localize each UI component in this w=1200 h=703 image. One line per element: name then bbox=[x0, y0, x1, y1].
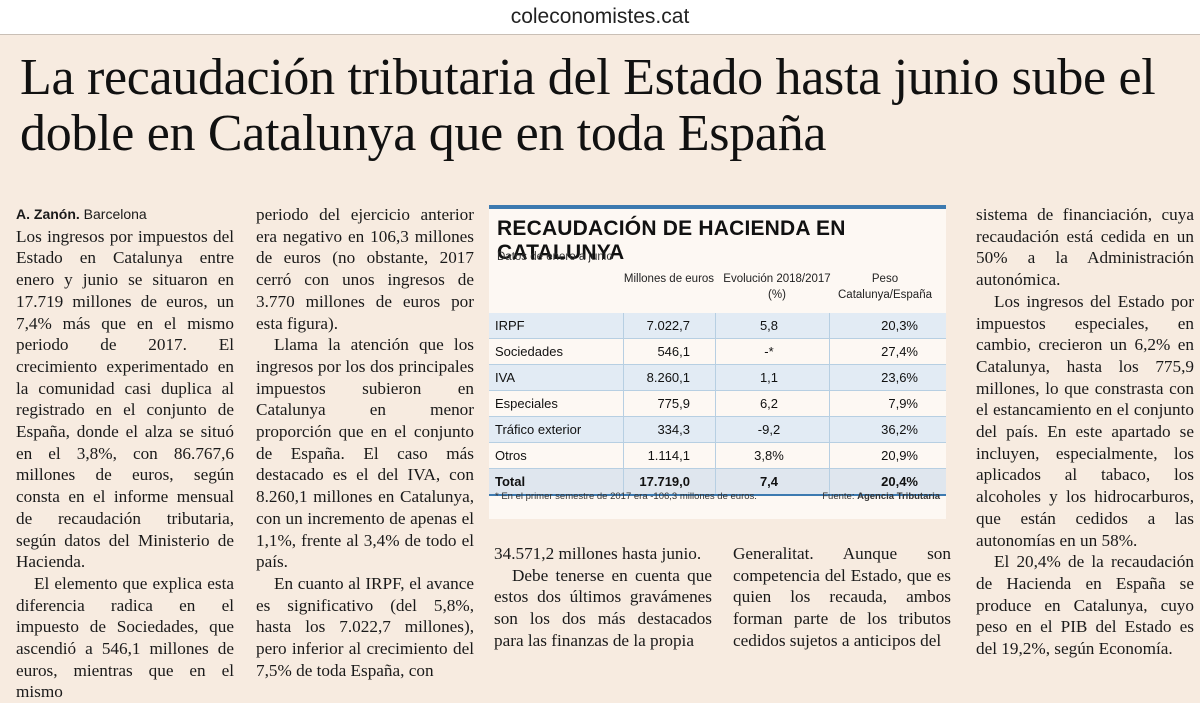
article-column-4: Generalitat. Aunque son competencia del … bbox=[733, 543, 951, 652]
data-table-box: RECAUDACIÓN DE HACIENDA EN CATALUNYA Dat… bbox=[489, 205, 946, 519]
article-column-3: 34.571,2 millones hasta junio. Debe tene… bbox=[494, 543, 712, 652]
table-row: Otros 1.114,1 3,8% 20,9% bbox=[489, 443, 946, 469]
row-name: Sociedades bbox=[495, 344, 563, 359]
table-footnote: * En el primer semestre de 2017 era -106… bbox=[495, 491, 757, 502]
row-peso: 36,2% bbox=[881, 422, 918, 437]
table-row: Sociedades 546,1 -* 27,4% bbox=[489, 339, 946, 365]
article-column-1: A. Zanón. Barcelona Los ingresos por imp… bbox=[16, 204, 234, 703]
row-evolucion: 7,4 bbox=[759, 474, 779, 489]
paragraph: Los ingresos por impuestos del Estado en… bbox=[16, 226, 234, 572]
row-name: IVA bbox=[495, 370, 515, 385]
row-millones: 7.022,7 bbox=[646, 318, 690, 333]
row-millones: 1.114,1 bbox=[647, 448, 690, 463]
row-name: Total bbox=[495, 474, 526, 489]
header-peso: Peso Catalunya/España bbox=[838, 273, 932, 301]
row-millones: 17.719,0 bbox=[639, 474, 690, 489]
paragraph: periodo del ejercicio anterior era negat… bbox=[256, 205, 474, 333]
article-column-5: sistema de financiación, cuya recaudació… bbox=[976, 204, 1194, 660]
source-name: Agencia Tributaria bbox=[857, 491, 940, 502]
paragraph: El elemento que explica esta diferencia … bbox=[16, 573, 234, 702]
paragraph: sistema de financiación, cuya recaudació… bbox=[976, 205, 1194, 290]
paragraph: En cuanto al IRPF, el avance es signific… bbox=[256, 573, 474, 680]
paragraph: Los ingresos del Estado por impuestos es… bbox=[976, 291, 1194, 550]
row-evolucion: 5,8 bbox=[759, 318, 779, 333]
row-evolucion: 1,1 bbox=[759, 370, 779, 385]
table-row: IRPF 7.022,7 5,8 20,3% bbox=[489, 313, 946, 339]
byline: A. Zanón. Barcelona bbox=[16, 204, 234, 226]
row-name: Tráfico exterior bbox=[495, 422, 582, 437]
paragraph: El 20,4% de la recaudación de Hacienda e… bbox=[976, 552, 1194, 659]
row-peso: 23,6% bbox=[881, 370, 918, 385]
row-name: IRPF bbox=[495, 318, 525, 333]
table-row: Tráfico exterior 334,3 -9,2 36,2% bbox=[489, 417, 946, 443]
article-column-2: periodo del ejercicio anterior era negat… bbox=[256, 204, 474, 681]
table-source: Fuente: Agencia Tributaria bbox=[822, 491, 940, 502]
paragraph: Generalitat. Aunque son competencia del … bbox=[733, 544, 951, 650]
row-millones: 546,1 bbox=[657, 344, 690, 359]
byline-place: Barcelona bbox=[83, 206, 147, 222]
table-row: Especiales 775,9 6,2 7,9% bbox=[489, 391, 946, 417]
row-evolucion: 6,2 bbox=[759, 396, 779, 411]
site-url[interactable]: coleconomistes.cat bbox=[510, 5, 690, 28]
row-peso: 7,9% bbox=[888, 396, 918, 411]
row-millones: 8.260,1 bbox=[646, 370, 690, 385]
paragraph: Debe tenerse en cuenta que estos dos últ… bbox=[494, 565, 712, 650]
header-evolucion: Evolución 2018/2017 (%) bbox=[723, 273, 831, 301]
row-peso: 20,4% bbox=[881, 474, 918, 489]
row-peso: 20,3% bbox=[881, 318, 918, 333]
row-peso: 20,9% bbox=[881, 448, 918, 463]
row-name: Otros bbox=[495, 448, 527, 463]
table-subtitle: Datos de enero a junio bbox=[497, 251, 613, 263]
table-row-total: Total 17.719,0 7,4 20,4% bbox=[489, 469, 946, 496]
paragraph: 34.571,2 millones hasta junio. bbox=[494, 544, 702, 563]
row-evolucion: -* bbox=[764, 344, 774, 359]
headline: La recaudación tributaria del Estado has… bbox=[20, 49, 1156, 162]
byline-author: A. Zanón. bbox=[16, 206, 80, 222]
top-bar: coleconomistes.cat bbox=[0, 0, 1200, 35]
table-title: RECAUDACIÓN DE HACIENDA EN CATALUNYA bbox=[497, 217, 846, 264]
row-peso: 27,4% bbox=[881, 344, 918, 359]
paragraph: Llama la atención que los ingresos por l… bbox=[256, 335, 474, 572]
row-evolucion: -9,2 bbox=[757, 422, 781, 437]
source-label: Fuente: bbox=[822, 491, 855, 502]
table-body: IRPF 7.022,7 5,8 20,3% Sociedades 546,1 … bbox=[489, 313, 946, 496]
header-millones: Millones de euros bbox=[623, 273, 715, 285]
row-name: Especiales bbox=[495, 396, 558, 411]
row-millones: 334,3 bbox=[657, 422, 690, 437]
row-millones: 775,9 bbox=[657, 396, 690, 411]
table-row: IVA 8.260,1 1,1 23,6% bbox=[489, 365, 946, 391]
row-evolucion: 3,8% bbox=[754, 448, 784, 463]
